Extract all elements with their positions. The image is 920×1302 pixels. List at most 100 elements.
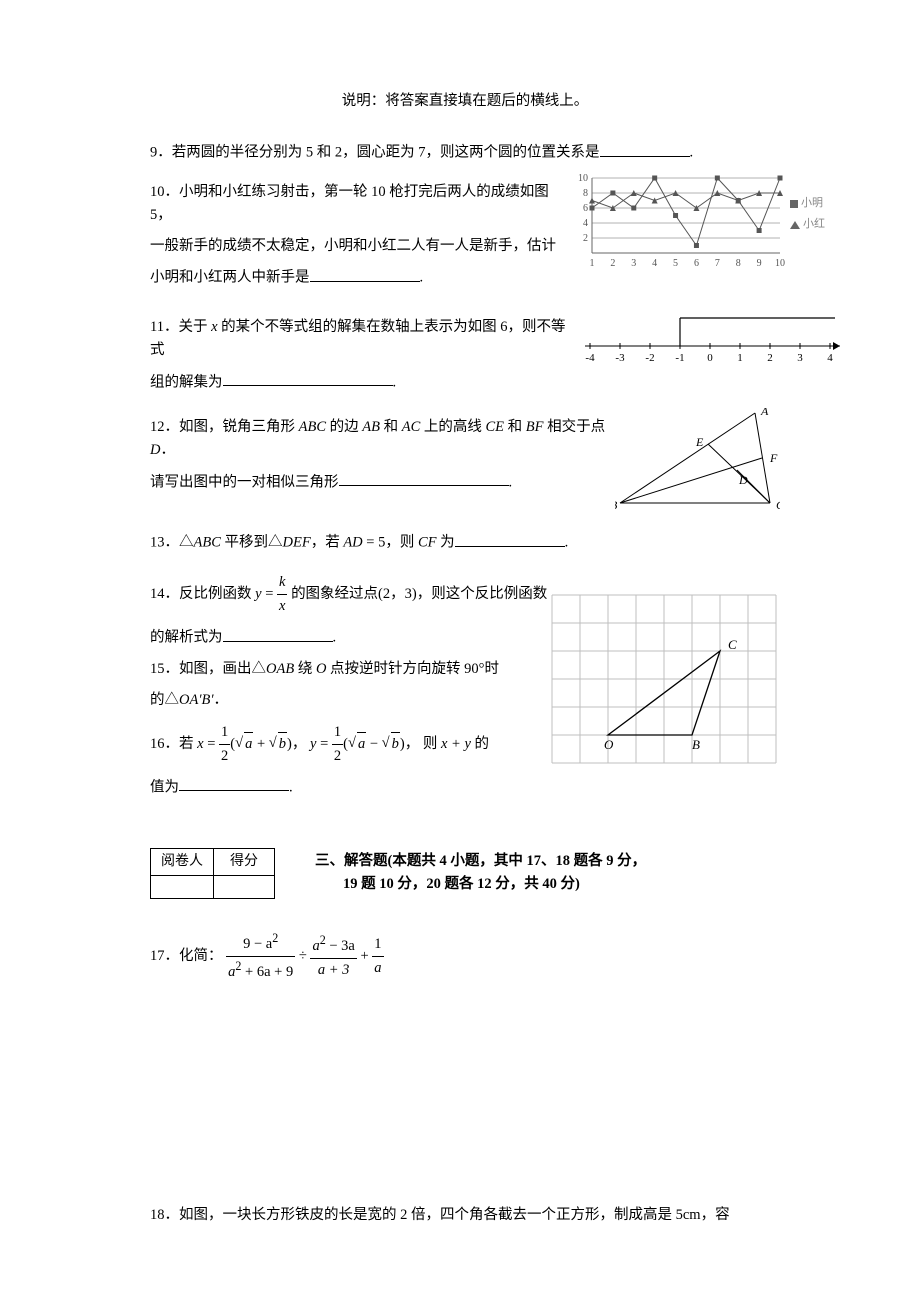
q13-b: 平移到△: [221, 535, 283, 551]
q16-a2: a: [357, 732, 366, 756]
svg-text:0: 0: [707, 352, 713, 363]
q15-c: 点按逆时针方向旋转 90°时: [326, 661, 499, 677]
svg-text:8: 8: [583, 188, 588, 199]
q13-d: = 5，则: [363, 535, 418, 551]
q15-label: 15．: [150, 661, 179, 677]
q18-label: 18．: [150, 1207, 179, 1223]
q16-sqa2: a: [348, 732, 366, 756]
q12-a: 如图，锐角三角形: [179, 419, 299, 435]
q17-f1: 9 − a2 a2 + 6a + 9: [226, 929, 295, 984]
svg-text:D: D: [738, 473, 748, 487]
q18-text: 如图，一块长方形铁皮的长是宽的 2 倍，四个角各截去一个正方形，制成高是 5cm…: [179, 1207, 730, 1223]
svg-text:2: 2: [610, 258, 615, 268]
svg-text:5: 5: [673, 258, 678, 268]
svg-text:3: 3: [797, 352, 803, 363]
svg-text:10: 10: [775, 258, 785, 268]
svg-text:4: 4: [583, 218, 588, 229]
q13-tri1: △: [179, 535, 194, 551]
svg-text:-1: -1: [675, 352, 684, 363]
q12-f: 相交于点: [544, 419, 606, 435]
q12-l2: 请写出图中的一对相似三角形: [150, 474, 339, 490]
q17-n2: a2 − 3a: [310, 931, 356, 959]
svg-text:6: 6: [583, 203, 588, 214]
q16-a: 若: [179, 736, 197, 752]
q16-sqa1: a: [235, 732, 253, 756]
q16-d2: 2: [332, 745, 343, 768]
q12-b: 的边: [326, 419, 362, 435]
svg-text:6: 6: [694, 258, 699, 268]
triangle-icon: [790, 221, 800, 229]
q14-line1: 14．反比例函数 y = kx 的图象经过点(2，3)，则这个反比例函数: [150, 571, 547, 618]
q12-tail: .: [509, 474, 513, 490]
q12-line2: 请写出图中的一对相似三角形.: [150, 471, 610, 495]
score-col1: 阅卷人: [151, 848, 214, 875]
q16-tail: .: [289, 779, 293, 795]
q17-n1t: 9 − a: [243, 936, 272, 952]
q13-e: 为: [437, 535, 455, 551]
q13-def: DEF: [283, 535, 311, 551]
q16-blank: [179, 776, 289, 792]
svg-text:-3: -3: [615, 352, 625, 363]
q9-tail: .: [690, 145, 694, 161]
q15-oab2: OA′B′: [179, 692, 214, 708]
q14-a: 反比例函数: [179, 586, 255, 602]
q13-ad: AD: [343, 535, 362, 551]
svg-text:C: C: [728, 637, 737, 652]
q11-line1: 11．关于 x 的某个不等式组的解集在数轴上表示为如图 6，则不等式: [150, 316, 580, 362]
q16-l2: 值为: [150, 779, 179, 795]
figure-triangle: ABCEFD: [615, 408, 780, 521]
q16-n1: 1: [219, 721, 230, 745]
q16-b1: b: [278, 732, 287, 756]
q9-label: 9．: [150, 145, 172, 161]
q10-blank: [310, 266, 420, 282]
q15-line1: 15．如图，画出△OAB 绕 O 点按逆时针方向旋转 90°时: [150, 658, 547, 681]
q16-b: ， 则: [405, 736, 441, 752]
q16-a1: a: [244, 732, 253, 756]
svg-text:B: B: [692, 737, 700, 752]
q15-b: 绕: [294, 661, 316, 677]
q15-o: O: [316, 661, 326, 677]
q17-n2b: − 3a: [326, 938, 355, 954]
q11-l2a: 组的解集为: [150, 374, 223, 390]
q10-l1: 小明和小红练习射击，第一轮 10 枪打完后两人的成绩如图 5，: [150, 184, 549, 223]
q17-n1: 9 − a2: [226, 929, 295, 957]
q12-ce: CE: [486, 419, 505, 435]
score-cell1: [151, 875, 214, 898]
q15-oab: OAB: [266, 661, 294, 677]
q12-d: 上的高线: [420, 419, 485, 435]
q10-l3: 小明和小红两人中新手是: [150, 270, 310, 286]
q13-cf: CF: [418, 535, 437, 551]
q12-blank: [339, 471, 509, 487]
svg-text:10: 10: [578, 173, 588, 184]
figure-5-linechart: 24681012345678910 小明 小红: [570, 173, 785, 268]
q16-label: 16．: [150, 736, 179, 752]
q13-label: 13．: [150, 535, 179, 551]
q12-label: 12．: [150, 419, 179, 435]
q11-label: 11．: [150, 319, 178, 335]
legend-hong-label: 小红: [803, 216, 825, 234]
svg-text:A: A: [760, 408, 769, 418]
figure-6-numberline: -4-3-2-101234: [580, 308, 845, 371]
svg-text:1: 1: [737, 352, 743, 363]
instruction: 说明：将答案直接填在题后的横线上。: [150, 90, 780, 113]
q13: 13．△ABC 平移到△DEF，若 AD = 5，则 CF 为.: [150, 531, 780, 555]
square-icon: [790, 200, 798, 208]
svg-text:3: 3: [631, 258, 636, 268]
q14-x: x: [277, 595, 287, 618]
score-col2: 得分: [214, 848, 275, 875]
q15-l2a: 的△: [150, 692, 179, 708]
q14-eq: =: [262, 586, 277, 602]
svg-text:E: E: [695, 435, 704, 449]
q16-half1: 12: [219, 721, 230, 768]
q9-text: 若两圆的半径分别为 5 和 2，圆心距为 7，则这两个圆的位置关系是: [172, 145, 600, 161]
q16-eq1: =: [204, 736, 219, 752]
q17-a: 化简：: [179, 948, 223, 964]
svg-text:2: 2: [583, 233, 588, 244]
svg-text:1: 1: [590, 258, 595, 268]
q16-d1: 2: [219, 745, 230, 768]
section3-sub: 19 题 10 分，20 题各 12 分，共 40 分): [343, 873, 646, 896]
q17: 17．化简： 9 − a2 a2 + 6a + 9 ÷ a2 − 3a a + …: [150, 929, 780, 984]
q18: 18．如图，一块长方形铁皮的长是宽的 2 倍，四个角各截去一个正方形，制成高是 …: [150, 1204, 780, 1227]
q12-ac: AC: [402, 419, 421, 435]
q14-tail: .: [333, 630, 337, 646]
